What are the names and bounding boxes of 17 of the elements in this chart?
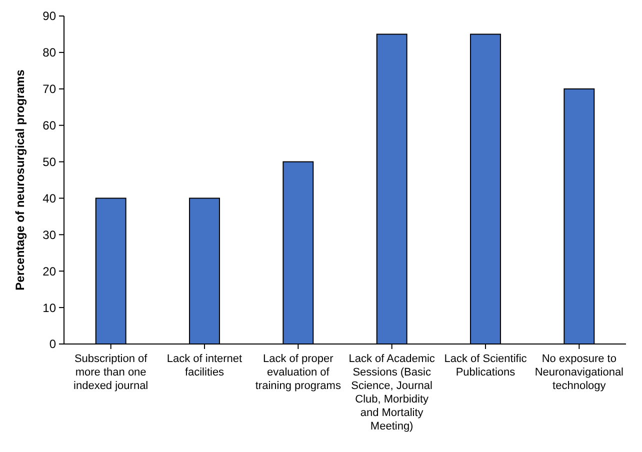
y-tick-label: 10 xyxy=(42,300,56,315)
y-tick-label: 20 xyxy=(42,264,56,278)
x-tick-label: Lack of Scientific Publications xyxy=(444,353,528,378)
y-tick-label: 40 xyxy=(42,191,56,206)
y-axis-title: Percentage of neurosurgical programs xyxy=(13,69,27,290)
y-tick-label: 0 xyxy=(49,337,56,352)
x-tick-label: Lack of proper evaluation of training programs xyxy=(255,353,342,392)
y-tick-label: 80 xyxy=(42,46,56,60)
y-tick-label: 60 xyxy=(42,118,56,133)
y-tick-label: 90 xyxy=(42,9,56,24)
x-tick-label: Subscription of more than one indexed journal xyxy=(74,353,148,392)
y-tick-label: 30 xyxy=(42,228,56,242)
x-tick-label: Lack of Academic Sessions (Basic Science, Journal Club, Morbidity and Mortality Meeting) xyxy=(348,353,436,432)
y-tick-label: 50 xyxy=(42,154,56,169)
x-tick-label: No exposure to Neuronavigational technology xyxy=(534,353,624,392)
y-tick-label: 70 xyxy=(42,82,56,96)
x-tick-label: Lack of internet facilities xyxy=(166,353,242,378)
